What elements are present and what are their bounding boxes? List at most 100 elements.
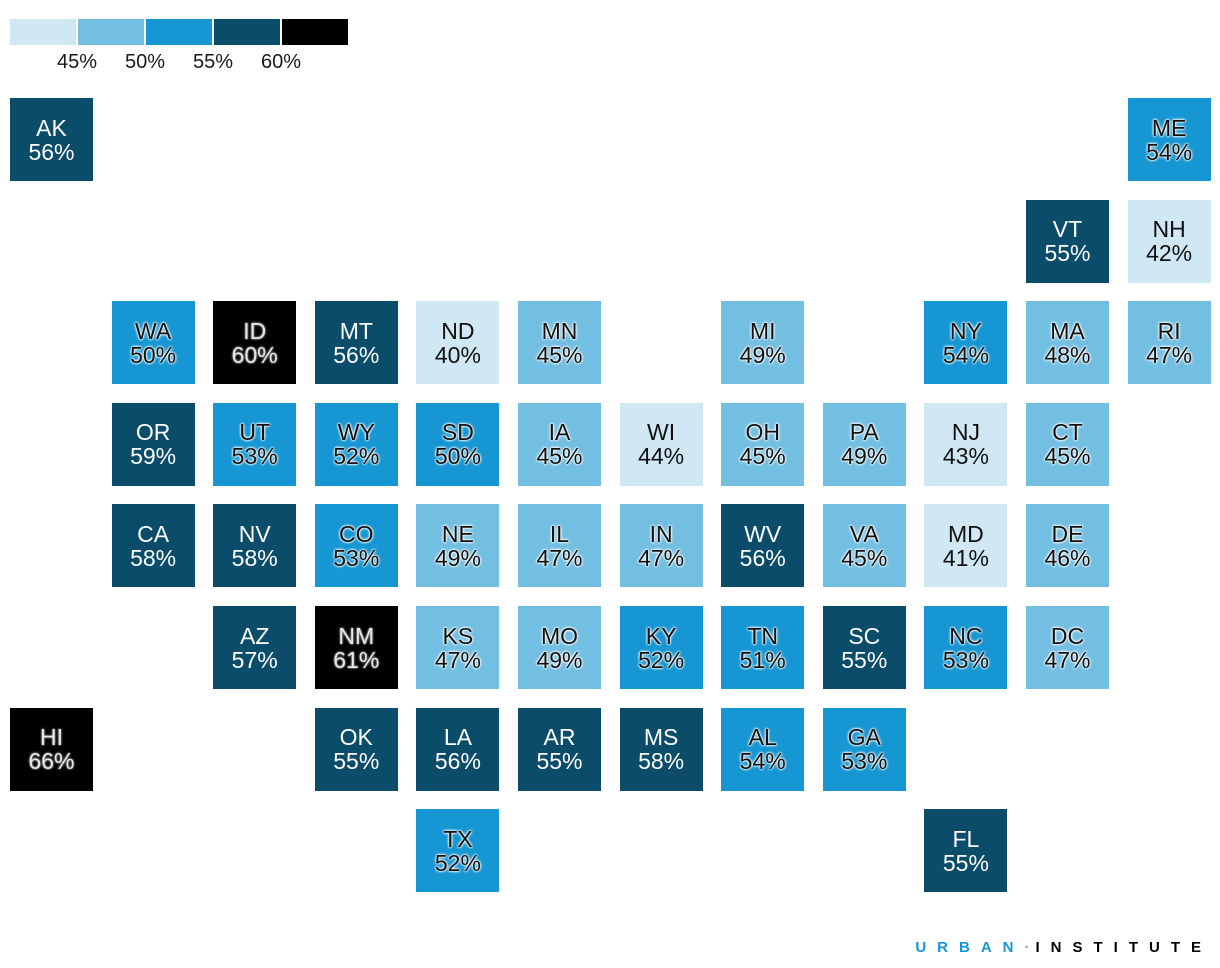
state-abbr: KS	[442, 622, 474, 649]
state-abbr: RI	[1157, 317, 1181, 344]
state-value: 53%	[942, 646, 989, 673]
state-tile-wv: WV 56%	[721, 504, 805, 588]
state-value: 52%	[638, 646, 685, 673]
state-value: 55%	[942, 849, 989, 876]
state-abbr: UT	[239, 419, 271, 446]
state-abbr: IN	[649, 520, 673, 547]
state-value: 53%	[333, 544, 380, 571]
state-abbr: PA	[849, 419, 879, 446]
state-tile-nv: NV 58%	[213, 504, 297, 588]
state-abbr: OH	[745, 419, 780, 446]
state-abbr: WA	[134, 317, 172, 344]
state-tile-wa: WA 50%	[111, 301, 195, 385]
state-tile-la: LA 56%	[416, 707, 500, 791]
state-value: 41%	[942, 544, 989, 571]
state-value: 49%	[841, 443, 888, 470]
state-value: 53%	[231, 443, 278, 470]
state-value: 52%	[434, 849, 481, 876]
state-value: 55%	[333, 748, 380, 775]
state-value: 58%	[130, 544, 177, 571]
state-abbr: WY	[337, 419, 375, 446]
state-value: 54%	[739, 748, 786, 775]
state-abbr: NH	[1152, 216, 1186, 243]
state-tile-ak: AK 56%	[10, 98, 93, 181]
state-tile-mn: MN 45%	[518, 301, 601, 385]
state-tile-oh: OH 45%	[721, 402, 805, 486]
state-tile-il: IL 47%	[518, 504, 601, 588]
state-tile-tn: TN 51%	[721, 606, 805, 689]
state-abbr: MT	[339, 317, 373, 344]
state-tile-mi: MI 49%	[721, 301, 805, 385]
state-tile-co: CO 53%	[314, 504, 398, 588]
state-value: 47%	[638, 544, 685, 571]
state-tile-dc: DC 47%	[1026, 606, 1109, 689]
legend-swatch	[282, 19, 348, 45]
state-tile-sd: SD 50%	[416, 402, 500, 486]
state-abbr: NV	[238, 520, 271, 547]
legend-swatch	[214, 19, 280, 45]
state-tile-ks: KS 47%	[416, 606, 500, 689]
state-abbr: TX	[443, 825, 473, 852]
state-tile-va: VA 45%	[822, 504, 906, 588]
state-value: 47%	[434, 646, 481, 673]
state-value: 54%	[1146, 138, 1193, 165]
state-tile-md: MD 41%	[924, 504, 1008, 588]
state-value: 50%	[434, 443, 481, 470]
state-value: 47%	[536, 544, 583, 571]
state-value: 51%	[739, 646, 786, 673]
state-abbr: ID	[243, 317, 267, 344]
state-abbr: AK	[36, 114, 67, 141]
state-abbr: ME	[1151, 114, 1187, 141]
legend-tick-label: 55%	[192, 51, 234, 73]
state-value: 52%	[333, 443, 380, 470]
state-value: 55%	[536, 748, 583, 775]
state-abbr: MD	[948, 520, 984, 547]
state-abbr: NC	[949, 622, 983, 649]
state-value: 42%	[1146, 240, 1193, 267]
state-value: 60%	[231, 341, 278, 368]
legend-swatch	[146, 19, 212, 45]
state-abbr: TN	[747, 622, 779, 649]
state-abbr: KY	[645, 622, 677, 649]
state-tile-hi: HI 66%	[10, 707, 93, 791]
state-abbr: FL	[952, 825, 980, 852]
state-abbr: MN	[541, 317, 578, 344]
state-value: 45%	[536, 443, 583, 470]
state-abbr: MS	[643, 724, 679, 751]
state-abbr: CO	[339, 520, 374, 547]
state-value: 54%	[942, 341, 989, 368]
state-abbr: GA	[847, 724, 881, 751]
state-tile-mo: MO 49%	[518, 606, 601, 689]
state-tile-wy: WY 52%	[314, 402, 398, 486]
state-tile-ok: OK 55%	[314, 707, 398, 791]
state-tile-ri: RI 47%	[1127, 301, 1211, 385]
state-abbr: AZ	[239, 622, 270, 649]
state-value: 48%	[1044, 341, 1091, 368]
legend-swatch	[78, 19, 144, 45]
state-value: 57%	[231, 646, 278, 673]
state-tile-ar: AR 55%	[518, 707, 601, 791]
state-tile-ut: UT 53%	[213, 402, 297, 486]
state-value: 61%	[333, 646, 380, 673]
state-tile-ga: GA 53%	[822, 707, 906, 791]
state-tile-tx: TX 52%	[416, 809, 500, 893]
state-value: 44%	[638, 443, 685, 470]
state-abbr: LA	[443, 724, 472, 751]
state-value: 46%	[1044, 544, 1091, 571]
state-tile-wi: WI 44%	[619, 402, 703, 486]
state-tile-in: IN 47%	[619, 504, 703, 588]
state-value: 56%	[739, 544, 786, 571]
state-value: 45%	[1044, 443, 1091, 470]
state-value: 45%	[536, 341, 583, 368]
state-abbr: WV	[744, 520, 782, 547]
state-tile-de: DE 46%	[1026, 504, 1109, 588]
state-tile-ny: NY 54%	[924, 301, 1008, 385]
state-value: 66%	[28, 748, 75, 775]
state-abbr: IL	[549, 520, 570, 547]
state-abbr: NM	[338, 622, 375, 649]
state-tile-nj: NJ 43%	[924, 402, 1008, 486]
state-abbr: SD	[441, 419, 474, 446]
legend-swatch	[10, 19, 76, 45]
state-value: 56%	[434, 748, 481, 775]
